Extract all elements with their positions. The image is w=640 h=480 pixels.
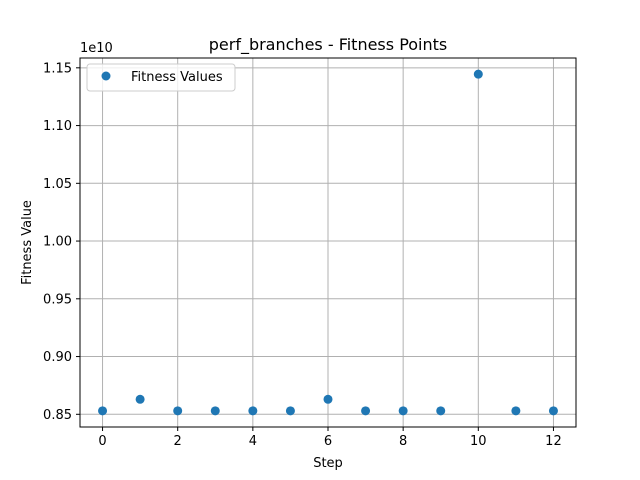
legend-marker xyxy=(101,71,111,81)
data-points xyxy=(98,69,558,416)
y-tick-label: 0.90 xyxy=(43,350,72,365)
y-axis-offset-label: 1e10 xyxy=(80,41,113,56)
y-tick-label: 1.05 xyxy=(43,177,72,192)
y-tick-label: 0.85 xyxy=(43,408,72,423)
scatter-point xyxy=(248,406,258,416)
scatter-point xyxy=(511,406,521,416)
x-tick-label: 10 xyxy=(470,434,487,449)
scatter-point xyxy=(473,69,483,79)
scatter-point xyxy=(398,406,408,416)
x-tick-label: 0 xyxy=(98,434,106,449)
scatter-point xyxy=(98,406,108,416)
y-axis-ticks: 0.85 0.90 0.95 1.00 1.05 1.10 1.15 xyxy=(43,61,80,423)
x-tick-label: 6 xyxy=(324,434,332,449)
scatter-point xyxy=(285,406,295,416)
scatter-point xyxy=(436,406,446,416)
scatter-point xyxy=(135,394,145,404)
legend-box xyxy=(86,63,236,92)
scatter-point xyxy=(548,406,558,416)
y-tick-label: 1.00 xyxy=(43,235,72,250)
x-tick-label: 4 xyxy=(249,434,257,449)
grid-lines xyxy=(80,58,576,427)
legend-label: Fitness Values xyxy=(131,70,223,85)
scatter-point xyxy=(361,406,371,416)
x-tick-label: 12 xyxy=(545,434,562,449)
scatter-point xyxy=(210,406,220,416)
y-tick-label: 1.15 xyxy=(43,61,72,76)
y-tick-label: 0.95 xyxy=(43,292,72,307)
scatter-point xyxy=(173,406,183,416)
scatter-point xyxy=(323,394,333,404)
x-axis-ticks: 0 2 4 6 8 10 12 xyxy=(98,427,562,449)
y-tick-label: 1.10 xyxy=(43,119,72,134)
chart-title: perf_branches - Fitness Points xyxy=(209,35,448,55)
legend: Fitness Values xyxy=(86,63,236,92)
x-tick-label: 2 xyxy=(174,434,182,449)
x-axis-label: Step xyxy=(313,456,343,471)
x-tick-label: 8 xyxy=(399,434,407,449)
y-axis-label: Fitness Value xyxy=(20,200,35,285)
